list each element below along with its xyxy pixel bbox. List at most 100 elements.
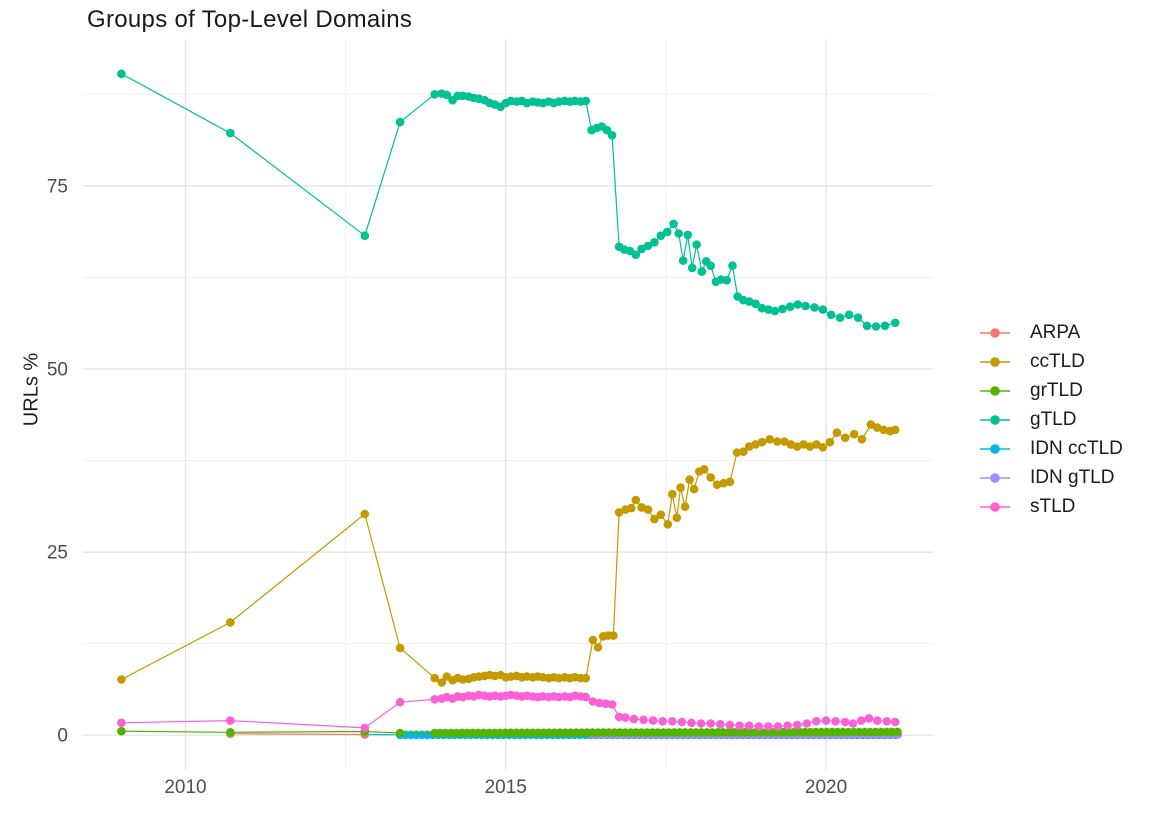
data-point [793,300,803,309]
data-point [818,443,828,452]
legend-key-dot [990,327,1000,338]
data-point [862,321,872,331]
data-point [117,726,126,736]
data-point [650,514,659,524]
data-point [744,721,754,730]
data-point [687,718,696,728]
data-point [395,728,405,738]
legend-key-icon [980,472,1010,483]
y-tick-label: 50 [47,359,68,380]
series-sTLD [117,690,900,733]
data-point [890,318,900,328]
data-point [442,90,452,100]
data-point [631,495,641,505]
data-point [849,429,859,439]
legend: ARPA ccTLD grTLD gTLD IDN ccTLD IDN gTLD sTLD [978,318,1123,521]
data-point [770,306,780,316]
legend-label: IDN ccTLD [1030,437,1123,459]
data-point [395,697,405,707]
data-point [706,261,715,271]
legend-label: ccTLD [1030,350,1085,372]
data-point [683,230,692,240]
legend-key-dot [990,414,1000,425]
data-point [783,721,792,730]
data-point [629,714,639,724]
data-point [785,302,795,312]
data-point [825,437,835,447]
legend-key-dot [990,356,1000,367]
data-point [757,303,767,313]
data-point [607,700,617,709]
data-point [360,509,370,519]
legend-key-icon [980,385,1010,396]
data-point [226,728,235,737]
data-point [614,508,624,517]
data-point [778,304,787,314]
legend-key-icon [980,356,1010,367]
data-point [430,695,440,704]
chart-title: Groups of Top-Level Domains [87,6,413,33]
data-point [757,437,767,447]
data-point [696,719,706,728]
data-point [866,420,876,429]
series-ccTLD [117,420,900,687]
series-gTLD [117,69,900,331]
data-point [609,631,618,640]
data-point [716,719,725,729]
y-tick-label: 75 [47,176,68,197]
legend-key-dot [990,501,1000,512]
axis-tick-labels: 0 25 50 75 2010 2015 2020 [47,176,847,798]
data-point [801,301,810,311]
series-line [230,733,365,736]
data-point [725,720,735,730]
data-point [880,321,890,331]
data-point [864,714,874,723]
major-gridlines [83,39,933,770]
data-point [812,440,821,449]
legend-label: IDN gTLD [1030,466,1115,488]
data-point [821,716,831,725]
data-point [692,240,701,249]
data-point [593,643,603,652]
data-point [773,437,782,446]
data-point [117,675,126,684]
data-point [818,305,828,314]
legend-key-icon [980,414,1010,425]
series-ARPA [226,729,370,739]
data-point [676,483,685,492]
legend-label: gTLD [1030,408,1077,430]
data-point [226,618,235,627]
legend-item-IDN-ccTLD: IDN ccTLD [978,434,1123,463]
data-point [663,520,673,529]
data-point [857,435,867,444]
data-point [751,299,760,309]
data-point [873,716,882,725]
data-point [672,513,682,522]
data-point [687,263,697,273]
data-point [812,717,821,726]
data-point [725,477,735,487]
legend-label: grTLD [1030,379,1083,401]
legend-item-gTLD: gTLD [978,405,1123,434]
legend-key-dot [990,472,1000,483]
data-point [765,435,774,444]
data-point [706,473,715,482]
data-point [792,720,802,730]
data-point [739,447,748,457]
x-tick-label: 2010 [164,777,206,798]
data-point [662,227,672,237]
data-point [697,267,707,276]
data-point [674,229,683,238]
data-point [680,502,690,512]
legend-key-icon [980,443,1010,454]
data-point [871,322,881,331]
data-point [728,261,737,271]
data-point [780,437,789,446]
series-line [121,73,896,328]
x-tick-label: 2015 [485,777,527,798]
data-point [637,244,646,254]
data-point [621,713,630,722]
data-point [437,678,447,687]
data-point [857,716,866,725]
